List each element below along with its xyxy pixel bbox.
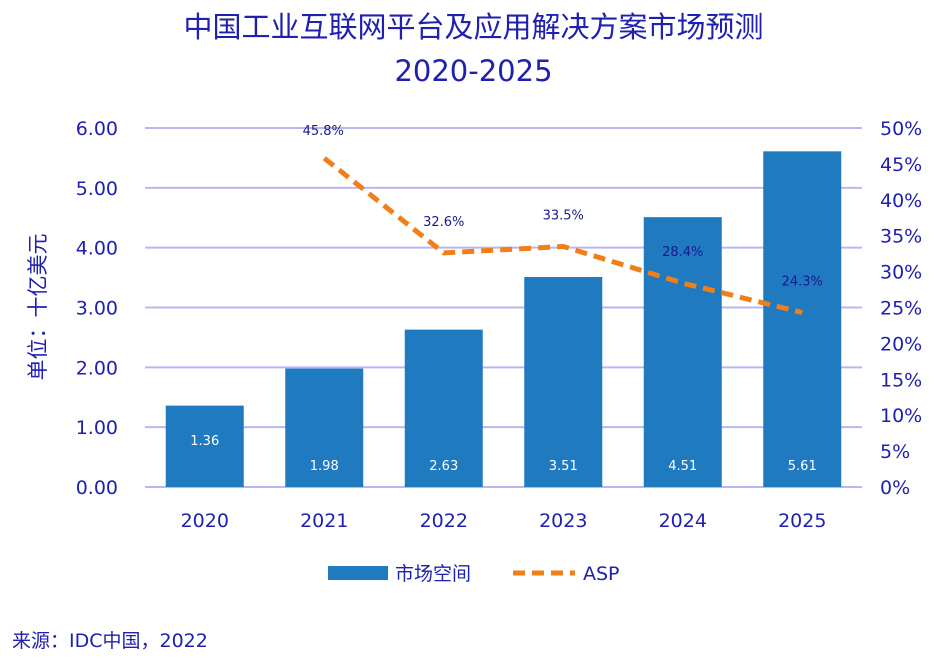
legend-swatch-bar bbox=[328, 566, 388, 580]
y2-tick-label: 0% bbox=[880, 477, 910, 499]
asp-line bbox=[322, 156, 803, 315]
y-tick-label: 5.00 bbox=[76, 178, 118, 200]
bar-data-label: 1.36 bbox=[190, 434, 219, 449]
x-tick-label: 2020 bbox=[181, 510, 229, 532]
bar-data-label: 4.51 bbox=[668, 459, 697, 474]
y-tick-label: 4.00 bbox=[76, 238, 118, 260]
bar-data-label: 2.63 bbox=[429, 459, 458, 474]
source-note: 来源：IDC中国，2022 bbox=[12, 630, 208, 652]
bar-data-label: 3.51 bbox=[549, 459, 578, 474]
bar bbox=[165, 405, 244, 487]
y-tick-label: 6.00 bbox=[76, 118, 118, 140]
legend-label: 市场空间 bbox=[395, 563, 471, 585]
x-tick-label: 2025 bbox=[778, 510, 826, 532]
x-tick-label: 2023 bbox=[539, 510, 587, 532]
y2-tick-label: 15% bbox=[880, 369, 922, 391]
y2-tick-label: 40% bbox=[880, 190, 922, 212]
x-tick-label: 2022 bbox=[420, 510, 468, 532]
bar-data-label: 1.98 bbox=[310, 459, 339, 474]
y-tick-label: 3.00 bbox=[76, 298, 118, 320]
bar bbox=[524, 276, 603, 487]
x-tick-label: 2024 bbox=[659, 510, 707, 532]
bar bbox=[763, 151, 842, 487]
bar bbox=[643, 217, 722, 487]
line-data-label: 45.8% bbox=[303, 124, 344, 139]
y-tick-label: 2.00 bbox=[76, 357, 118, 379]
y-axis-label: 单位：十亿美元 bbox=[26, 234, 50, 381]
y2-tick-label: 10% bbox=[880, 405, 922, 427]
line-data-label: 32.6% bbox=[423, 215, 464, 230]
y-tick-label: 1.00 bbox=[76, 417, 118, 439]
legend-label: ASP bbox=[583, 563, 620, 585]
y2-tick-label: 45% bbox=[880, 154, 922, 176]
bar-data-label: 5.61 bbox=[788, 459, 817, 474]
line-data-label: 33.5% bbox=[543, 208, 584, 223]
line-data-label: 24.3% bbox=[782, 275, 823, 290]
line-data-label: 28.4% bbox=[662, 245, 703, 260]
y2-tick-label: 35% bbox=[880, 226, 922, 248]
y-tick-label: 0.00 bbox=[76, 477, 118, 499]
y2-tick-label: 5% bbox=[880, 441, 910, 463]
y2-tick-label: 50% bbox=[880, 118, 922, 140]
chart-title: 中国工业互联网平台及应用解决方案市场预测 bbox=[183, 10, 764, 44]
y2-tick-label: 20% bbox=[880, 333, 922, 355]
bar bbox=[285, 368, 364, 487]
bar bbox=[404, 329, 483, 487]
y2-tick-label: 30% bbox=[880, 262, 922, 284]
chart-subtitle: 2020-2025 bbox=[394, 54, 553, 88]
y2-tick-label: 25% bbox=[880, 298, 922, 320]
x-tick-label: 2021 bbox=[300, 510, 348, 532]
